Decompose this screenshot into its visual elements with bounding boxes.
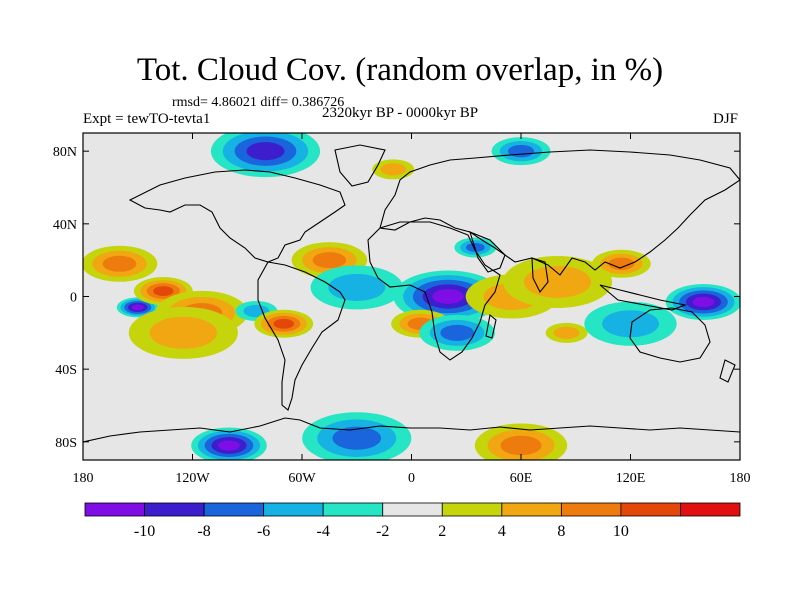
lon-tick-label: 180	[730, 471, 751, 486]
lat-tick-label: 40N	[53, 218, 77, 233]
colorbar-label: -2	[376, 523, 389, 540]
lon-tick-label: 120W	[175, 471, 210, 486]
lon-tick-label: 180	[73, 471, 94, 486]
contour-band	[149, 316, 217, 349]
contour-band	[692, 296, 715, 308]
anomaly-blob	[419, 314, 495, 351]
contour-band	[246, 142, 285, 161]
contour-band	[273, 318, 294, 329]
contour-band	[602, 310, 659, 338]
contour-band	[218, 440, 240, 451]
anomaly-blob	[502, 255, 613, 308]
anomaly-blob	[545, 322, 588, 343]
period-label: 2320kyr BP - 0000kyr BP	[322, 105, 479, 121]
anomaly-blob	[191, 427, 267, 460]
colorbar-swatch	[144, 502, 205, 517]
colorbar-swatch	[263, 502, 324, 517]
colorbar-label: -10	[134, 523, 155, 540]
anomaly-blob	[128, 306, 238, 359]
latitude-axis: 80N 40N 0 40S 80S	[53, 145, 740, 451]
colorbar-swatch	[203, 502, 265, 517]
contour-band	[507, 144, 535, 158]
anomaly-blob	[310, 265, 403, 310]
season-label: DJF	[712, 111, 738, 127]
experiment-label: Expt = tewTO-tevta1	[83, 111, 211, 127]
longitude-axis: 180 120W 60W 0 60E 120E 180	[73, 133, 751, 486]
contour-band	[131, 304, 144, 311]
chart-title: Tot. Cloud Cov. (random overlap, in %)	[136, 52, 664, 88]
colorbar-swatch	[382, 502, 443, 517]
colorbar-swatch	[441, 502, 503, 517]
colorbar-label: 8	[557, 523, 565, 540]
lon-tick-label: 60W	[288, 471, 316, 486]
colorbar-swatch	[322, 502, 384, 517]
colorbar-label: -8	[197, 523, 210, 540]
anomaly-blob	[491, 137, 551, 166]
lon-tick-label: 0	[408, 471, 415, 486]
lat-tick-label: 0	[70, 291, 77, 306]
anomaly-field-layer	[83, 133, 740, 460]
anomaly-blob	[474, 423, 568, 460]
colorbar-label: 4	[498, 523, 506, 540]
lon-tick-label: 60E	[510, 471, 533, 486]
anomaly-blob	[210, 133, 321, 178]
contour-band	[380, 163, 407, 176]
contour-band	[102, 255, 137, 272]
anomaly-blob	[83, 245, 158, 282]
contour-band	[523, 265, 592, 298]
colorbar-swatch	[560, 502, 622, 517]
coastline-layer	[83, 144, 740, 443]
contour-band	[332, 426, 382, 450]
contour-band	[608, 257, 635, 271]
contour-band	[432, 289, 464, 304]
anomaly-blob	[254, 309, 314, 338]
colorbar: -10 -8 -6 -4 -2 2 4 8 10	[84, 502, 741, 540]
colorbar-swatch	[501, 502, 562, 517]
lon-tick-label: 120E	[616, 471, 646, 486]
contour-band	[500, 435, 542, 456]
lat-tick-label: 80S	[55, 436, 77, 451]
colorbar-label: 10	[613, 523, 629, 540]
contour-band	[466, 243, 485, 252]
colorbar-label: -6	[257, 523, 270, 540]
contour-band	[553, 326, 580, 339]
colorbar-label: 2	[438, 523, 446, 540]
colorbar-swatch	[620, 502, 681, 517]
anomaly-blob	[302, 412, 412, 460]
anomaly-blob	[591, 249, 651, 278]
contour-band	[312, 252, 347, 269]
anomaly-blob	[584, 301, 677, 346]
stats-label: rmsd= 4.86021 diff= 0.386726	[172, 95, 345, 110]
colorbar-swatch	[84, 502, 145, 517]
lat-tick-label: 40S	[55, 363, 77, 378]
contour-band	[328, 273, 386, 301]
colorbar-swatch	[680, 502, 741, 517]
colorbar-label: -4	[317, 523, 330, 540]
lat-tick-label: 80N	[53, 145, 77, 160]
contour-band	[440, 324, 474, 341]
anomaly-blob	[665, 283, 740, 320]
contour-band	[153, 286, 174, 296]
anomaly-blob	[372, 159, 415, 180]
